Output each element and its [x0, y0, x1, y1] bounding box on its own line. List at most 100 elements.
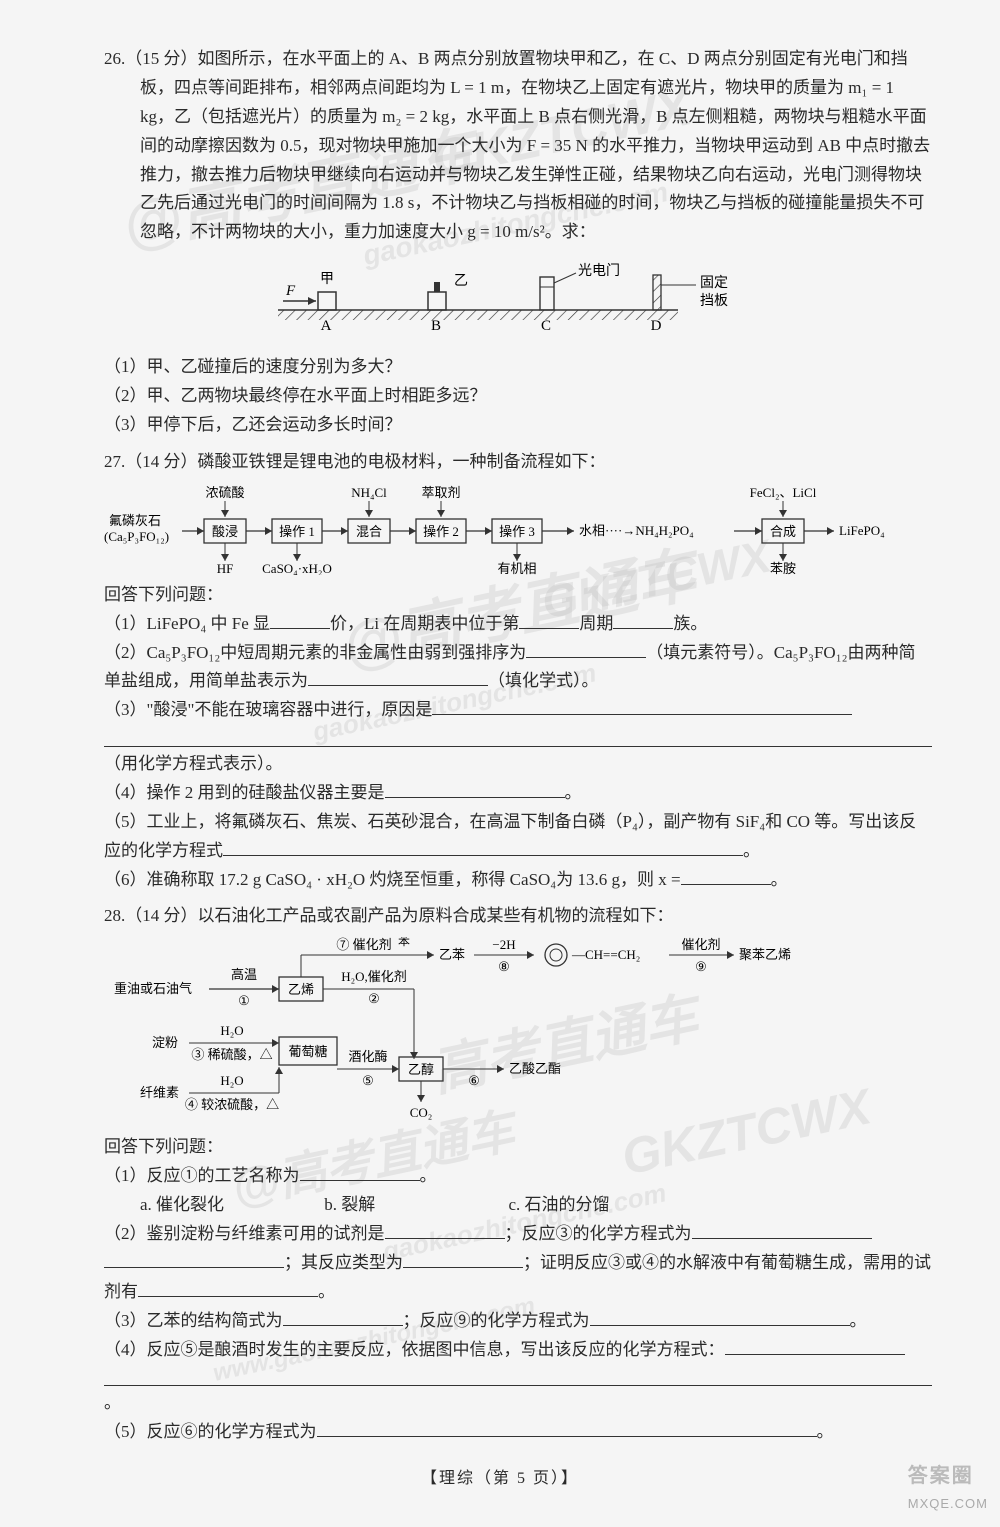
svg-text:苯: 苯 — [398, 937, 410, 948]
q27-answers-header: 回答下列问题： — [68, 581, 932, 610]
svg-text:氟磷灰石: 氟磷灰石 — [109, 513, 161, 528]
svg-text:H₂O: H₂O — [220, 1023, 243, 1038]
svg-text:A: A — [321, 318, 332, 334]
blank — [590, 1307, 850, 1326]
svg-text:淀粉: 淀粉 — [152, 1035, 178, 1050]
svg-text:光电门: 光电门 — [578, 263, 620, 279]
svg-text:乙酸乙酯: 乙酸乙酯 — [509, 1061, 561, 1076]
svg-text:C: C — [541, 318, 551, 334]
blank — [725, 1336, 905, 1355]
svg-text:操作 3: 操作 3 — [499, 524, 535, 539]
q26-points: （15 分） — [125, 49, 197, 68]
blank — [403, 1249, 523, 1268]
svg-text:HF: HF — [217, 561, 234, 575]
q26-number: 26. — [104, 49, 125, 68]
svg-text:⑤: ⑤ — [362, 1073, 374, 1088]
q28-flowchart: 重油或石油气 高温 ① 乙烯 H₂O,催化剂 ② ⑦ 催化剂 苯 乙苯 −2H … — [104, 937, 932, 1127]
svg-text:⑥: ⑥ — [468, 1073, 480, 1088]
svg-text:CaSO₄·xH₂O: CaSO₄·xH₂O — [262, 561, 332, 575]
blank — [385, 1220, 505, 1239]
blank — [317, 1418, 817, 1437]
svg-text:NH₄Cl: NH₄Cl — [351, 485, 387, 500]
svg-text:乙苯: 乙苯 — [439, 947, 465, 962]
q28-s2: （2）鉴别淀粉与纤维素可用的试剂是；反应③的化学方程式为 — [68, 1220, 932, 1249]
blank — [308, 668, 488, 687]
q27-s5: （5）工业上，将氟磷灰石、焦炭、石英砂混合，在高温下制备白磷（P₄），副产物有 … — [68, 808, 932, 866]
svg-text:②: ② — [368, 991, 380, 1006]
q28-s5: （5）反应⑥的化学方程式为。 — [68, 1418, 932, 1447]
svg-text:合成: 合成 — [770, 524, 796, 539]
blank — [692, 1220, 872, 1239]
blank — [104, 1249, 284, 1268]
q27-s1: （1）LiFePO₄ 中 Fe 显价，Li 在周期表中位于第周期族。 — [68, 610, 932, 639]
q27-s2: （2）Ca₅P₃FO₁₂中短周期元素的非金属性由弱到强排序为（填元素符号）。Ca… — [68, 639, 932, 697]
q28-s1: （1）反应①的工艺名称为。 — [68, 1162, 932, 1191]
svg-text:⑨: ⑨ — [695, 959, 707, 974]
svg-text:有机相: 有机相 — [497, 561, 536, 575]
q28-answers-header: 回答下列问题： — [68, 1133, 932, 1162]
svg-text:浓硫酸: 浓硫酸 — [205, 485, 244, 500]
svg-text:LiFePO₄: LiFePO₄ — [839, 523, 885, 538]
blank — [300, 1162, 420, 1181]
svg-text:挡板: 挡板 — [700, 293, 728, 309]
q28-s3: （3）乙苯的结构简式为；反应⑨的化学方程式为。 — [68, 1307, 932, 1336]
svg-text:—CH==CH₂: —CH==CH₂ — [571, 947, 640, 962]
q27-head: 27.（14 分）磷酸亚铁锂是锂电池的电极材料，一种制备流程如下： — [68, 448, 932, 477]
blank — [385, 779, 565, 798]
q27-s3: （3）"酸浸"不能在玻璃容器中进行，原因是 — [68, 696, 932, 725]
svg-text:混合: 混合 — [356, 524, 382, 539]
svg-text:操作 2: 操作 2 — [423, 524, 459, 539]
svg-text:葡萄糖: 葡萄糖 — [288, 1044, 327, 1059]
blank — [432, 697, 852, 716]
svg-text:重油或石油气: 重油或石油气 — [114, 981, 192, 996]
svg-text:聚苯乙烯: 聚苯乙烯 — [739, 947, 791, 962]
q26-body: 26.（15 分）如图所示，在水平面上的 A、B 两点分别放置物块甲和乙，在 C… — [68, 45, 932, 247]
q28-head: 28.（14 分）以石油化工产品或农副产品为原料合成某些有机物的流程如下： — [68, 902, 932, 931]
svg-text:B: B — [431, 318, 441, 334]
blank — [270, 610, 330, 629]
svg-text:催化剂: 催化剂 — [681, 937, 720, 952]
svg-text:(Ca₅P₃FO₁₂): (Ca₅P₃FO₁₂) — [104, 529, 169, 544]
blank — [519, 610, 579, 629]
svg-text:固定: 固定 — [700, 275, 728, 291]
svg-text:FeCl₂、LiCl: FeCl₂、LiCl — [750, 485, 817, 500]
svg-text:乙醇: 乙醇 — [408, 1062, 434, 1077]
q26-sub2: （2）甲、乙两物块最终停在水平面上时相距多远？ — [68, 382, 932, 411]
blank — [104, 1367, 932, 1386]
blank — [104, 728, 932, 747]
blank — [283, 1307, 403, 1326]
svg-text:⑦ 催化剂: ⑦ 催化剂 — [336, 937, 391, 952]
blank — [138, 1278, 318, 1297]
svg-text:⑧: ⑧ — [498, 959, 510, 974]
svg-text:③ 稀硫酸，△: ③ 稀硫酸，△ — [191, 1047, 272, 1062]
svg-text:乙: 乙 — [454, 273, 468, 289]
q26-sub3: （3）甲停下后，乙还会运动多长时间？ — [68, 411, 932, 440]
q27-flowchart: 氟磷灰石 (Ca₅P₃FO₁₂) 酸浸 浓硫酸 HF 操作 1 CaSO₄·xH… — [104, 483, 932, 575]
blank — [526, 639, 646, 658]
svg-text:①: ① — [238, 993, 250, 1008]
svg-text:水相····→NH₄H₂PO₄: 水相····→NH₄H₂PO₄ — [579, 523, 694, 538]
svg-text:D: D — [651, 318, 662, 334]
svg-text:F: F — [285, 283, 296, 299]
blank — [613, 610, 673, 629]
q27-s4: （4）操作 2 用到的硅酸盐仪器主要是。 — [68, 779, 932, 808]
svg-text:−2H: −2H — [492, 937, 515, 952]
svg-text:酒化酶: 酒化酶 — [348, 1049, 387, 1064]
q28-s1-options: a. 催化裂化 b. 裂解 c. 石油的分馏 — [68, 1191, 932, 1220]
svg-text:纤维素: 纤维素 — [140, 1085, 179, 1100]
svg-text:操作 1: 操作 1 — [279, 524, 315, 539]
q28-s4: （4）反应⑤是酿酒时发生的主要反应，依据图中信息，写出该反应的化学方程式： — [68, 1336, 932, 1365]
svg-text:④ 较浓硫酸，△: ④ 较浓硫酸，△ — [185, 1097, 279, 1112]
svg-text:萃取剂: 萃取剂 — [421, 485, 460, 500]
svg-text:甲: 甲 — [320, 272, 334, 287]
svg-text:乙烯: 乙烯 — [288, 982, 314, 997]
svg-text:H₂O: H₂O — [220, 1073, 243, 1088]
q27-s6: （6）准确称取 17.2 g CaSO₄ · xH₂O 灼烧至恒重，称得 CaS… — [68, 866, 932, 895]
page-footer: 【理综（第 5 页）】 — [68, 1465, 932, 1492]
svg-text:H₂O,催化剂: H₂O,催化剂 — [341, 969, 407, 984]
svg-text:苯胺: 苯胺 — [770, 561, 796, 575]
svg-text:高温: 高温 — [231, 967, 257, 982]
blank — [223, 837, 743, 856]
blank — [681, 866, 771, 885]
svg-text:CO₂: CO₂ — [410, 1105, 433, 1120]
